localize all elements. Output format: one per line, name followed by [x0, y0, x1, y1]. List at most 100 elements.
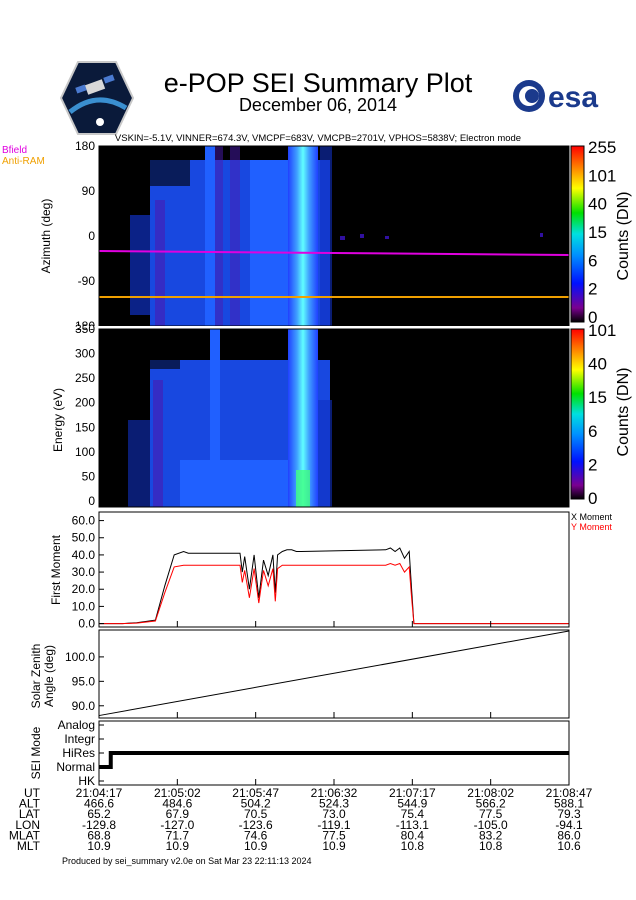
legend-y-moment: Y Moment — [571, 522, 612, 532]
x-table-cell: 588.1 — [554, 797, 584, 811]
azimuth-ytick-label: 0 — [88, 229, 95, 243]
x-table-cell: -129.8 — [82, 818, 116, 832]
x-table-cell: 484.6 — [162, 797, 192, 811]
x-table-cell: 10.9 — [166, 839, 190, 853]
x-table-cell: 77.5 — [479, 807, 503, 821]
legend-bfield: Bfield — [2, 145, 28, 156]
x-table-cell: 79.3 — [557, 807, 581, 821]
colorbar-tick-label: 6 — [588, 251, 597, 270]
x-row-label: UT — [24, 786, 41, 800]
first-moment-yticks: 60.0 50.0 40.0 30.0 20.0 10.0 0.0 — [72, 514, 104, 631]
sei-mode-ytick-label: Analog — [58, 718, 95, 732]
x-table-cell: 21:07:17 — [389, 786, 436, 800]
azimuth-ylabel: Azimuth (deg) — [39, 199, 53, 274]
legend-antiram: Anti-RAM — [2, 156, 45, 167]
solar-zenith-yticks: 100.0 95.0 90.0 — [65, 650, 104, 713]
colorbar-tick-label: 255 — [588, 138, 616, 157]
x-table-cell: 77.5 — [322, 828, 346, 842]
energy-ytick-label: 300 — [75, 347, 95, 361]
energy-ytick-label: 250 — [75, 371, 95, 385]
solar-zenith-ytick-label: 100.0 — [65, 650, 95, 664]
x-table-cell: 65.2 — [87, 807, 111, 821]
x-table-cell: 544.9 — [397, 797, 427, 811]
x-table-cell: 10.9 — [87, 839, 111, 853]
energy-ytick-label: 100 — [75, 445, 95, 459]
azimuth-colorbar: 255 101 40 15 6 2 0 Counts (DN) — [570, 138, 632, 327]
series-line-solar-zenith — [98, 630, 570, 717]
x-table-cell: -127.0 — [160, 818, 194, 832]
first-moment-ylabel: First Moment — [49, 534, 63, 605]
colorbar-tick-label: 101 — [588, 321, 616, 340]
energy-panel: 350 300 250 200 150 100 50 0 Energy (eV) — [51, 322, 570, 508]
sei-mode-ylabel: SEI Mode — [29, 726, 43, 779]
energy-ytick-label: 150 — [75, 420, 95, 434]
x-table-cell: 74.6 — [244, 828, 268, 842]
first-moment-ytick-label: 0.0 — [78, 617, 95, 631]
esa-logo: esa — [513, 80, 598, 114]
sei-mode-ytick-label: Normal — [56, 760, 95, 774]
azimuth-colorbar-ticks: 255 101 40 15 6 2 0 — [588, 138, 616, 327]
x-table-cell: -123.6 — [239, 818, 273, 832]
x-table-cell: 71.7 — [166, 828, 190, 842]
x-table-cell: 21:06:32 — [311, 786, 358, 800]
energy-ytick-label: 50 — [82, 469, 96, 483]
colorbar-tick-label: 40 — [588, 195, 607, 214]
first-moment-ytick-label: 60.0 — [72, 514, 96, 528]
x-table-cell: 70.5 — [244, 807, 268, 821]
colorbar-tick-label: 15 — [588, 388, 607, 407]
x-row-label: MLAT — [9, 828, 41, 842]
x-table-cell: 80.4 — [401, 828, 425, 842]
colorbar-tick-label: 15 — [588, 223, 607, 242]
sei-mode-ytick-label: HiRes — [62, 746, 95, 760]
first-moment-ytick-label: 10.0 — [72, 599, 96, 613]
first-moment-ytick-label: 50.0 — [72, 531, 96, 545]
first-moment-frame — [98, 511, 570, 628]
x-table-cell: 73.0 — [322, 807, 346, 821]
first-moment-ytick-label: 20.0 — [72, 582, 96, 596]
energy-ytick-label: 0 — [88, 494, 95, 508]
x-table-cell: 75.4 — [401, 807, 425, 821]
solar-zenith-ytick-label: 90.0 — [72, 699, 96, 713]
x-table-cell: 67.9 — [166, 807, 190, 821]
energy-ytick-label: 200 — [75, 396, 95, 410]
solar-zenith-ylabel-line2: Angle (deg) — [42, 645, 56, 707]
legend-x-moment: X Moment — [571, 512, 613, 522]
solar-zenith-ylabel-line1: Solar Zenith — [29, 644, 43, 709]
x-table-cell: 21:08:47 — [546, 786, 593, 800]
azimuth-ytick-label: 180 — [75, 139, 95, 153]
x-row-label: LAT — [19, 807, 41, 821]
sei-mode-ytick-label: Integr — [64, 732, 95, 746]
series-line-x-moment — [99, 547, 569, 625]
x-table-cell: 21:08:02 — [467, 786, 514, 800]
energy-colorbar-ticks: 101 40 15 6 2 0 — [588, 321, 616, 508]
instrument-params: VSKIN=-5.1V, VINNER=674.3V, VMCPF=683V, … — [114, 133, 522, 144]
x-table-cell: 10.9 — [322, 839, 346, 853]
page-title: e-POP SEI Summary Plot — [163, 68, 473, 98]
energy-ytick-label: 350 — [75, 322, 95, 336]
x-table-cell: 21:05:02 — [154, 786, 201, 800]
x-table-cell: 504.2 — [241, 797, 271, 811]
colorbar-tick-label: 40 — [588, 355, 607, 374]
x-table-cell: 10.6 — [557, 839, 581, 853]
energy-frame — [98, 328, 570, 508]
x-table-cell: 21:05:47 — [232, 786, 279, 800]
x-table-cell: 10.8 — [401, 839, 425, 853]
x-table-cell: 566.2 — [476, 797, 506, 811]
energy-colorbar-label: Counts (DN) — [615, 368, 632, 457]
bfield-line — [98, 250, 570, 256]
colorbar-tick-label: 2 — [588, 455, 597, 474]
colorbar-tick-label: 101 — [588, 166, 616, 185]
x-table-cell: 10.8 — [479, 839, 503, 853]
energy-heatmap-fill — [128, 329, 332, 507]
x-row-label: LON — [15, 818, 40, 832]
first-moment-ytick-label: 30.0 — [72, 565, 96, 579]
energy-yticks: 350 300 250 200 150 100 50 0 — [75, 322, 104, 508]
series-line-sei-mode — [99, 751, 569, 769]
x-table-cell: -105.0 — [474, 818, 508, 832]
azimuth-colorbar-label: Counts (DN) — [615, 192, 632, 281]
first-moment-panel: 60.0 50.0 40.0 30.0 20.0 10.0 0.0 First Moment… — [49, 511, 613, 631]
x-table-cell: -119.1 — [317, 818, 350, 832]
